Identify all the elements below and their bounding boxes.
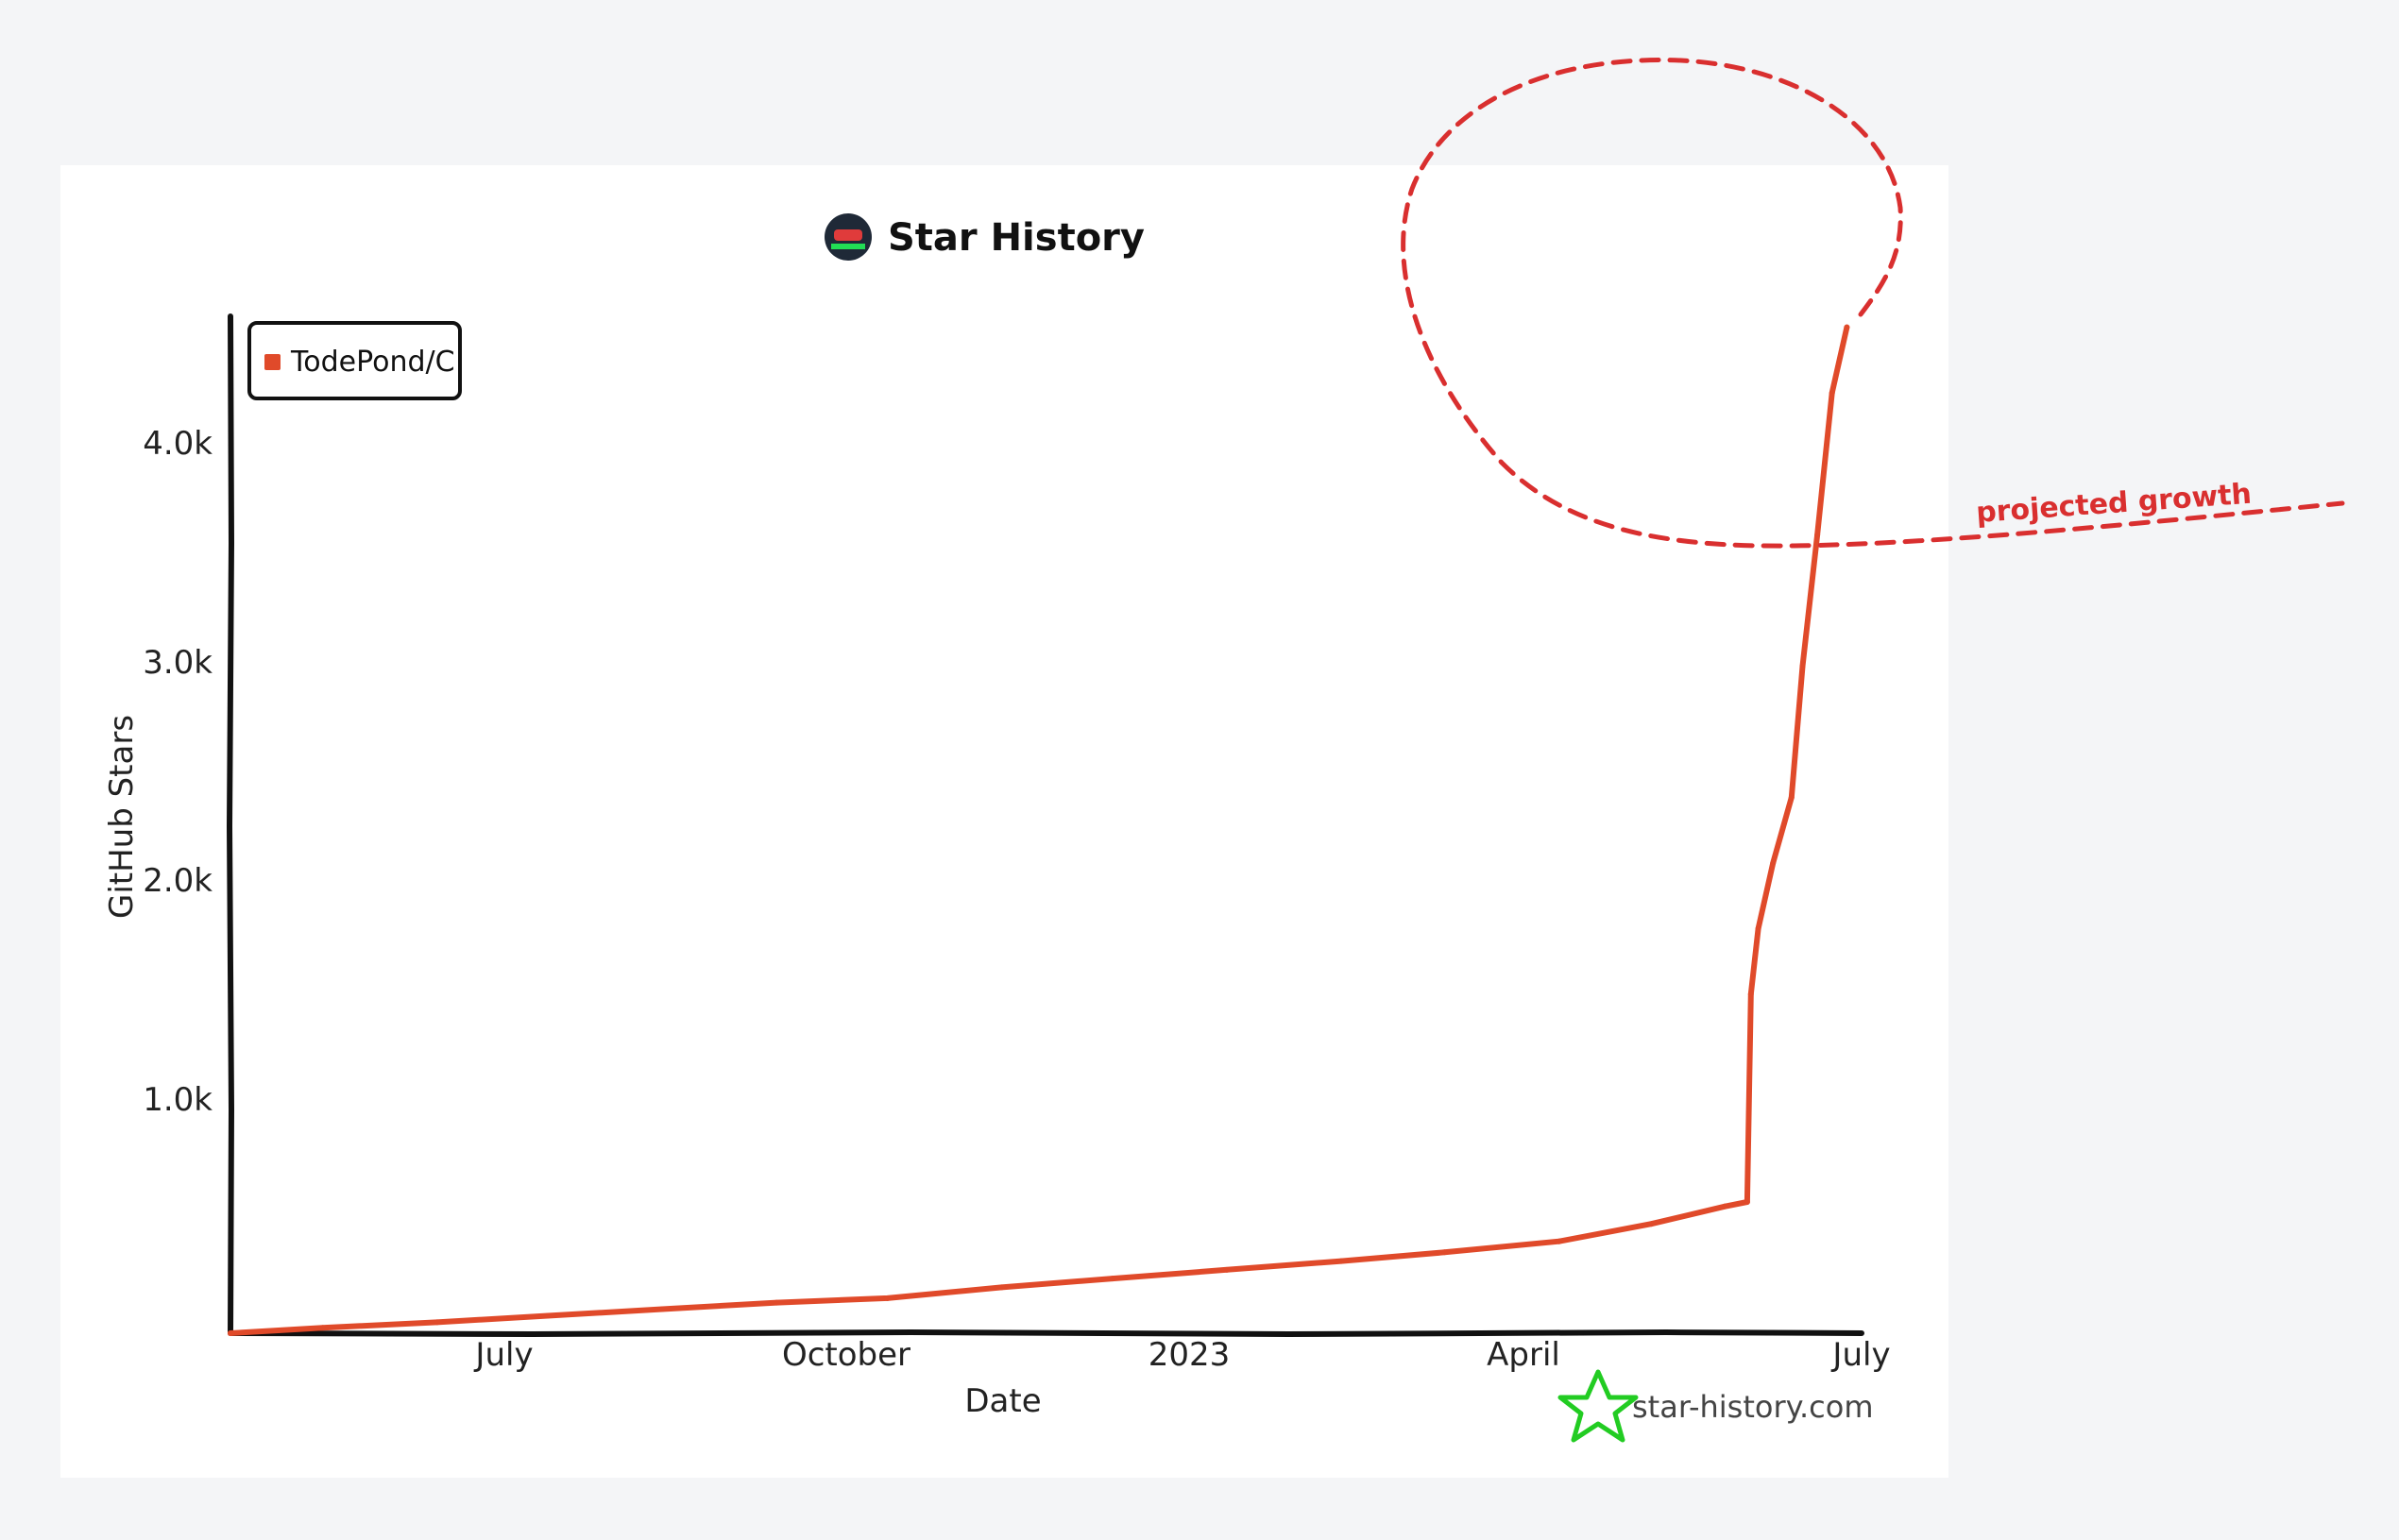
projected-growth-label: projected growth — [1975, 478, 2253, 530]
data-point — [545, 1312, 552, 1319]
brand-site-label: star-history.com — [1632, 1389, 1874, 1425]
data-point — [228, 1330, 233, 1336]
series-points — [228, 324, 1850, 1336]
data-point — [434, 1319, 440, 1326]
x-tick-label: 2023 — [1148, 1336, 1231, 1374]
legend-box — [247, 321, 462, 400]
data-point — [319, 1325, 326, 1331]
chart-card: Star History TodePond/C GitHub Stars Dat… — [60, 165, 1948, 1478]
data-point — [1648, 1221, 1655, 1227]
star-history-brand-icon — [1557, 1369, 1639, 1443]
data-point — [1829, 390, 1835, 397]
data-point — [1109, 1276, 1115, 1282]
chart-title: Star History — [888, 216, 1145, 260]
y-tick-label: 4.0k — [143, 425, 213, 463]
data-point — [1744, 1199, 1750, 1206]
y-axis-line — [226, 313, 235, 1336]
data-point — [774, 1299, 780, 1306]
x-tick-label: October — [782, 1336, 910, 1374]
y-axis-title: GitHub Stars — [103, 715, 141, 919]
legend-swatch — [264, 354, 281, 370]
data-point — [1755, 925, 1761, 932]
y-tick-label: 1.0k — [143, 1081, 213, 1119]
data-point — [1441, 1249, 1448, 1256]
y-tick-label: 3.0k — [143, 644, 213, 682]
logo-shape — [834, 229, 862, 241]
y-tick-label: 2.0k — [143, 862, 213, 900]
data-point — [1770, 860, 1777, 867]
x-tick-label: July — [1830, 1336, 1890, 1374]
data-point — [1747, 991, 1754, 998]
x-tick-label: April — [1487, 1336, 1560, 1374]
data-point — [1556, 1238, 1562, 1244]
data-point — [1799, 663, 1806, 669]
x-axis-line — [228, 1328, 1864, 1338]
data-point — [1814, 532, 1821, 538]
data-point — [1788, 794, 1795, 801]
data-point — [1223, 1266, 1230, 1273]
data-point — [1338, 1258, 1345, 1264]
data-point — [1844, 324, 1850, 330]
legend-series-label: TodePond/C — [290, 346, 455, 379]
chart-svg: Star History TodePond/C GitHub Stars Dat… — [103, 213, 1891, 1443]
logo-bar — [831, 244, 865, 249]
chart-title-group: Star History — [825, 213, 1145, 261]
data-point — [884, 1295, 891, 1301]
legend: TodePond/C — [247, 321, 462, 400]
branding: star-history.com — [1557, 1369, 1874, 1443]
x-tick-label: July — [473, 1336, 533, 1374]
data-point — [1722, 1203, 1728, 1210]
data-point — [659, 1306, 666, 1312]
data-point — [998, 1284, 1005, 1291]
x-axis-title: Date — [964, 1382, 1041, 1420]
series-line-todepond-c — [228, 324, 1850, 1336]
